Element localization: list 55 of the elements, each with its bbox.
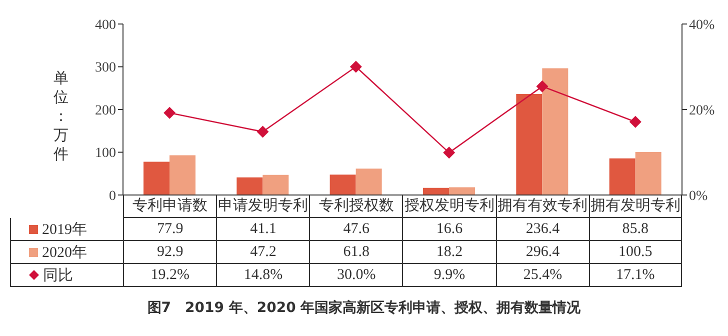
point xyxy=(350,60,362,73)
point xyxy=(443,146,456,159)
data-label: 85.8 xyxy=(588,218,682,241)
data-label: 296.4 xyxy=(496,241,589,264)
data-label: 236.4 xyxy=(496,218,589,241)
data-label: 18.2 xyxy=(402,241,496,264)
bar xyxy=(542,68,568,195)
y2-tick-label: 0% xyxy=(689,188,708,204)
data-label: 19.2% xyxy=(123,264,216,287)
y-tick-label: 400 xyxy=(95,18,116,33)
point xyxy=(629,116,642,128)
bar xyxy=(330,174,356,195)
data-label: 14.8% xyxy=(216,264,310,287)
y-axis-title: 单位：万件 xyxy=(52,70,70,165)
data-label: 41.1 xyxy=(216,218,310,241)
bar xyxy=(262,174,289,195)
x-tick-label: 拥有有效专利 xyxy=(496,195,589,218)
data-label: 9.9% xyxy=(402,264,496,287)
data-label: 92.9 xyxy=(123,241,216,264)
data-label: 25.4% xyxy=(496,264,589,287)
bar xyxy=(169,155,196,195)
x-tick-label: 申请发明专利 xyxy=(216,195,310,218)
data-label: 100.5 xyxy=(588,241,682,264)
legend-label: 2020年 xyxy=(10,241,123,264)
bar xyxy=(356,168,382,195)
x-tick-label: 专利申请数 xyxy=(123,195,216,218)
bar xyxy=(516,94,542,195)
y-tick-label: 300 xyxy=(95,60,116,76)
y-tick-label: 200 xyxy=(95,103,116,118)
x-tick-label: 拥有发明专利 xyxy=(588,195,682,218)
y2-tick-label: 20% xyxy=(689,103,715,118)
bar xyxy=(236,177,263,195)
data-label: 61.8 xyxy=(309,241,402,264)
point xyxy=(536,80,548,92)
bar xyxy=(448,187,475,195)
text: 图7 2019 年、2020 年国家高新区专利申请、授权、拥有数量情况 xyxy=(146,299,582,317)
y-tick-label: 100 xyxy=(95,146,116,162)
legend-label: 2019年 xyxy=(10,218,123,241)
y-tick-label: 0 xyxy=(109,188,116,204)
legend-label: 同比 xyxy=(10,264,123,287)
bar xyxy=(609,158,636,195)
x-tick-label: 授权发明专利 xyxy=(402,195,496,218)
point xyxy=(164,106,176,119)
bar xyxy=(422,188,449,195)
data-label: 16.6 xyxy=(402,218,496,241)
bar xyxy=(635,152,662,195)
point xyxy=(256,126,269,138)
data-label: 47.2 xyxy=(216,241,310,264)
y2-tick-label: 40% xyxy=(689,18,715,33)
x-tick-label: 专利授权数 xyxy=(309,195,402,218)
data-label: 30.0% xyxy=(309,264,402,287)
data-label: 17.1% xyxy=(588,264,682,287)
data-label: 77.9 xyxy=(123,218,216,241)
bar xyxy=(143,162,170,195)
data-label: 47.6 xyxy=(309,218,402,241)
